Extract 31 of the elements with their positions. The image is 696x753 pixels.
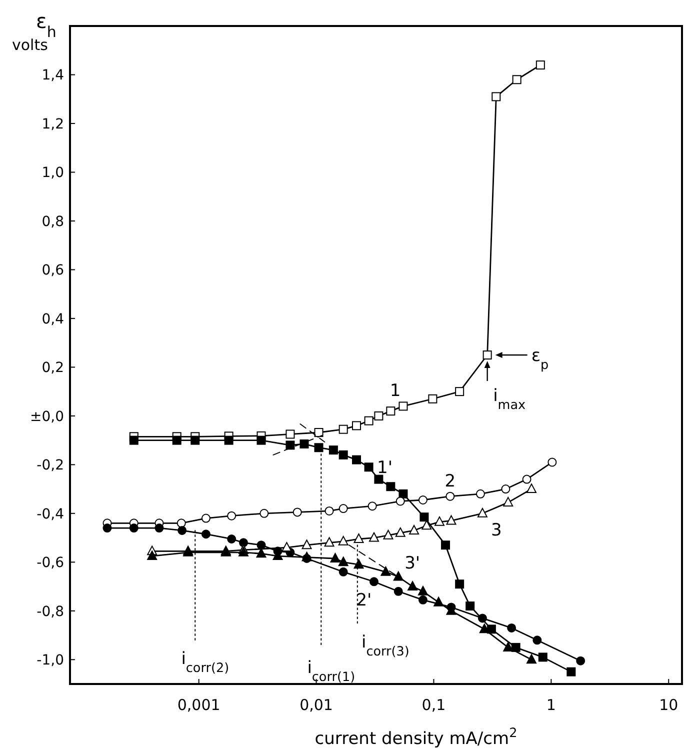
annotation: i$_{corr(2)}$ — [181, 649, 230, 676]
x-tick-label: 10 — [659, 696, 678, 714]
y-tick-label: -0,2 — [36, 458, 64, 474]
annotation: 2 — [444, 471, 456, 492]
y-tick-label: 1,2 — [42, 116, 64, 132]
y-axis-title: ε$_{h}$ volts — [12, 9, 56, 54]
y-tick-label: 0,6 — [42, 262, 64, 279]
x-tick-label: 0,001 — [177, 696, 220, 714]
y-tick-label: -0,6 — [36, 555, 64, 572]
annotation: 3 — [491, 520, 502, 540]
y-tick-label: 0,4 — [42, 311, 64, 328]
y-tick-label: -1,0 — [36, 652, 64, 669]
annotation: i$_{max}$ — [493, 386, 526, 412]
y-tick-label: -0,8 — [36, 604, 64, 620]
y-tick-label: -0,4 — [36, 506, 64, 522]
y-tick-label: 1,0 — [42, 165, 64, 182]
x-tick-label: 0,01 — [300, 696, 333, 714]
x-axis-title: current density mA/cm$^{2}$ — [314, 726, 518, 749]
y-tick-label: 1,4 — [42, 68, 64, 84]
annotation: 1 — [390, 381, 401, 402]
annotation: i$_{corr(3)}$ — [361, 632, 410, 659]
x-tick-label: 0,1 — [422, 696, 446, 714]
y-tick-label: 0,8 — [42, 214, 64, 230]
annotation: i$_{corr(1)}$ — [307, 658, 356, 684]
y-tick-label: 0,2 — [42, 360, 64, 376]
x-tick-label: 1 — [546, 696, 556, 714]
annotation: ε$_{p}$ — [531, 346, 549, 372]
annotation: 3' — [404, 554, 420, 574]
y-tick-label: ±0,0 — [30, 408, 64, 425]
annotation: 2' — [356, 590, 372, 611]
annotation: 1' — [377, 458, 393, 478]
